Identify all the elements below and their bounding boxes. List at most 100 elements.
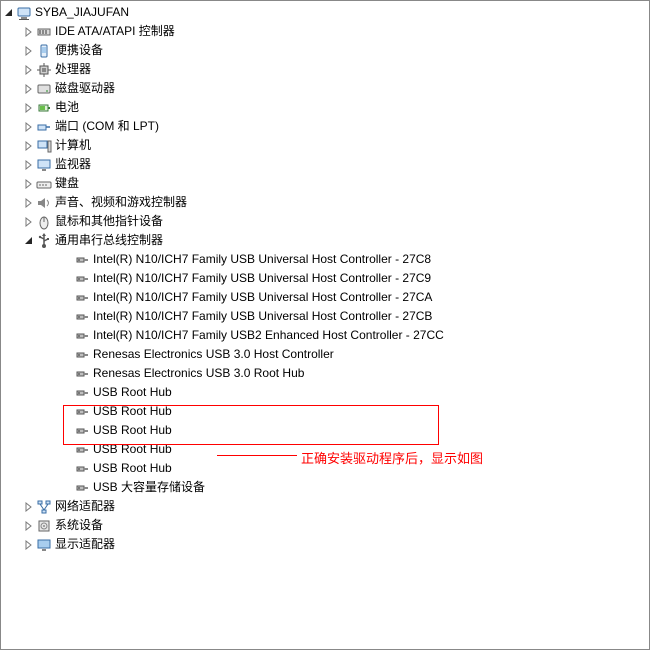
usb-plug-icon: [74, 404, 90, 420]
expander-closed-icon[interactable]: [23, 45, 35, 57]
cpu-icon: [36, 62, 52, 78]
expander-closed-icon[interactable]: [23, 539, 35, 551]
expander-closed-icon[interactable]: [23, 64, 35, 76]
tree-category[interactable]: 系统设备: [3, 516, 649, 535]
disk-icon: [36, 81, 52, 97]
expander-none: [61, 368, 73, 380]
usb-plug-icon: [74, 461, 90, 477]
tree-item-label: Intel(R) N10/ICH7 Family USB Universal H…: [93, 307, 432, 326]
usb-plug-icon: [74, 252, 90, 268]
usb-icon: [36, 233, 52, 249]
usb-plug-icon: [74, 309, 90, 325]
expander-open-icon[interactable]: [3, 7, 15, 19]
tree-item-label: 计算机: [55, 136, 91, 155]
battery-icon: [36, 100, 52, 116]
tree-device[interactable]: Intel(R) N10/ICH7 Family USB Universal H…: [3, 307, 649, 326]
expander-closed-icon[interactable]: [23, 216, 35, 228]
expander-closed-icon[interactable]: [23, 140, 35, 152]
tree-item-label: 通用串行总线控制器: [55, 231, 163, 250]
keyboard-icon: [36, 176, 52, 192]
tree-item-label: Renesas Electronics USB 3.0 Root Hub: [93, 364, 304, 383]
expander-closed-icon[interactable]: [23, 520, 35, 532]
tree-category[interactable]: 键盘: [3, 174, 649, 193]
expander-closed-icon[interactable]: [23, 159, 35, 171]
tree-item-label: 声音、视频和游戏控制器: [55, 193, 187, 212]
tree-category[interactable]: 监视器: [3, 155, 649, 174]
tree-device[interactable]: Intel(R) N10/ICH7 Family USB2 Enhanced H…: [3, 326, 649, 345]
tree-category[interactable]: 鼠标和其他指针设备: [3, 212, 649, 231]
tree-item-label: Intel(R) N10/ICH7 Family USB Universal H…: [93, 250, 431, 269]
ide-icon: [36, 24, 52, 40]
display-icon: [36, 537, 52, 553]
sound-icon: [36, 195, 52, 211]
tree-category[interactable]: 端口 (COM 和 LPT): [3, 117, 649, 136]
tree-device[interactable]: USB Root Hub: [3, 421, 649, 440]
expander-closed-icon[interactable]: [23, 501, 35, 513]
tree-device[interactable]: USB Root Hub: [3, 402, 649, 421]
tree-device[interactable]: USB 大容量存储设备: [3, 478, 649, 497]
expander-none: [61, 406, 73, 418]
device-tree[interactable]: SYBA_JIAJUFANIDE ATA/ATAPI 控制器便携设备处理器磁盘驱…: [1, 1, 649, 556]
tree-category[interactable]: IDE ATA/ATAPI 控制器: [3, 22, 649, 41]
expander-none: [61, 330, 73, 342]
monitor-icon: [36, 157, 52, 173]
tree-item-label: 监视器: [55, 155, 91, 174]
expander-closed-icon[interactable]: [23, 121, 35, 133]
usb-plug-icon: [74, 385, 90, 401]
tree-item-label: 磁盘驱动器: [55, 79, 115, 98]
tree-root[interactable]: SYBA_JIAJUFAN: [3, 3, 649, 22]
tree-device[interactable]: Renesas Electronics USB 3.0 Root Hub: [3, 364, 649, 383]
tree-item-label: SYBA_JIAJUFAN: [35, 3, 129, 22]
usb-plug-icon: [74, 271, 90, 287]
expander-none: [61, 311, 73, 323]
expander-none: [61, 463, 73, 475]
tree-device[interactable]: USB Root Hub: [3, 440, 649, 459]
device-manager-panel: SYBA_JIAJUFANIDE ATA/ATAPI 控制器便携设备处理器磁盘驱…: [0, 0, 650, 650]
tree-item-label: 端口 (COM 和 LPT): [55, 117, 159, 136]
usb-plug-icon: [74, 480, 90, 496]
tree-device[interactable]: Intel(R) N10/ICH7 Family USB Universal H…: [3, 288, 649, 307]
usb-plug-icon: [74, 290, 90, 306]
tree-category[interactable]: 电池: [3, 98, 649, 117]
expander-none: [61, 482, 73, 494]
tree-item-label: IDE ATA/ATAPI 控制器: [55, 22, 175, 41]
tree-device[interactable]: Intel(R) N10/ICH7 Family USB Universal H…: [3, 250, 649, 269]
tree-item-label: USB Root Hub: [93, 421, 172, 440]
tree-category[interactable]: 处理器: [3, 60, 649, 79]
tree-device[interactable]: Intel(R) N10/ICH7 Family USB Universal H…: [3, 269, 649, 288]
expander-closed-icon[interactable]: [23, 83, 35, 95]
tree-item-label: USB Root Hub: [93, 402, 172, 421]
tree-device[interactable]: USB Root Hub: [3, 459, 649, 478]
tree-category[interactable]: 显示适配器: [3, 535, 649, 554]
expander-closed-icon[interactable]: [23, 102, 35, 114]
expander-none: [61, 444, 73, 456]
tree-item-label: 电池: [55, 98, 79, 117]
expander-closed-icon[interactable]: [23, 178, 35, 190]
pc-icon: [36, 138, 52, 154]
mouse-icon: [36, 214, 52, 230]
tree-item-label: USB Root Hub: [93, 440, 172, 459]
expander-none: [61, 425, 73, 437]
expander-none: [61, 254, 73, 266]
portable-icon: [36, 43, 52, 59]
expander-none: [61, 292, 73, 304]
tree-item-label: USB Root Hub: [93, 459, 172, 478]
network-icon: [36, 499, 52, 515]
expander-open-icon[interactable]: [23, 235, 35, 247]
tree-category[interactable]: 计算机: [3, 136, 649, 155]
tree-category[interactable]: 通用串行总线控制器: [3, 231, 649, 250]
usb-plug-icon: [74, 442, 90, 458]
expander-closed-icon[interactable]: [23, 197, 35, 209]
tree-item-label: 便携设备: [55, 41, 103, 60]
tree-category[interactable]: 便携设备: [3, 41, 649, 60]
tree-category[interactable]: 磁盘驱动器: [3, 79, 649, 98]
tree-category[interactable]: 声音、视频和游戏控制器: [3, 193, 649, 212]
tree-category[interactable]: 网络适配器: [3, 497, 649, 516]
expander-none: [61, 349, 73, 361]
tree-device[interactable]: USB Root Hub: [3, 383, 649, 402]
expander-closed-icon[interactable]: [23, 26, 35, 38]
tree-item-label: Renesas Electronics USB 3.0 Host Control…: [93, 345, 334, 364]
tree-device[interactable]: Renesas Electronics USB 3.0 Host Control…: [3, 345, 649, 364]
tree-item-label: 键盘: [55, 174, 79, 193]
tree-item-label: 鼠标和其他指针设备: [55, 212, 163, 231]
